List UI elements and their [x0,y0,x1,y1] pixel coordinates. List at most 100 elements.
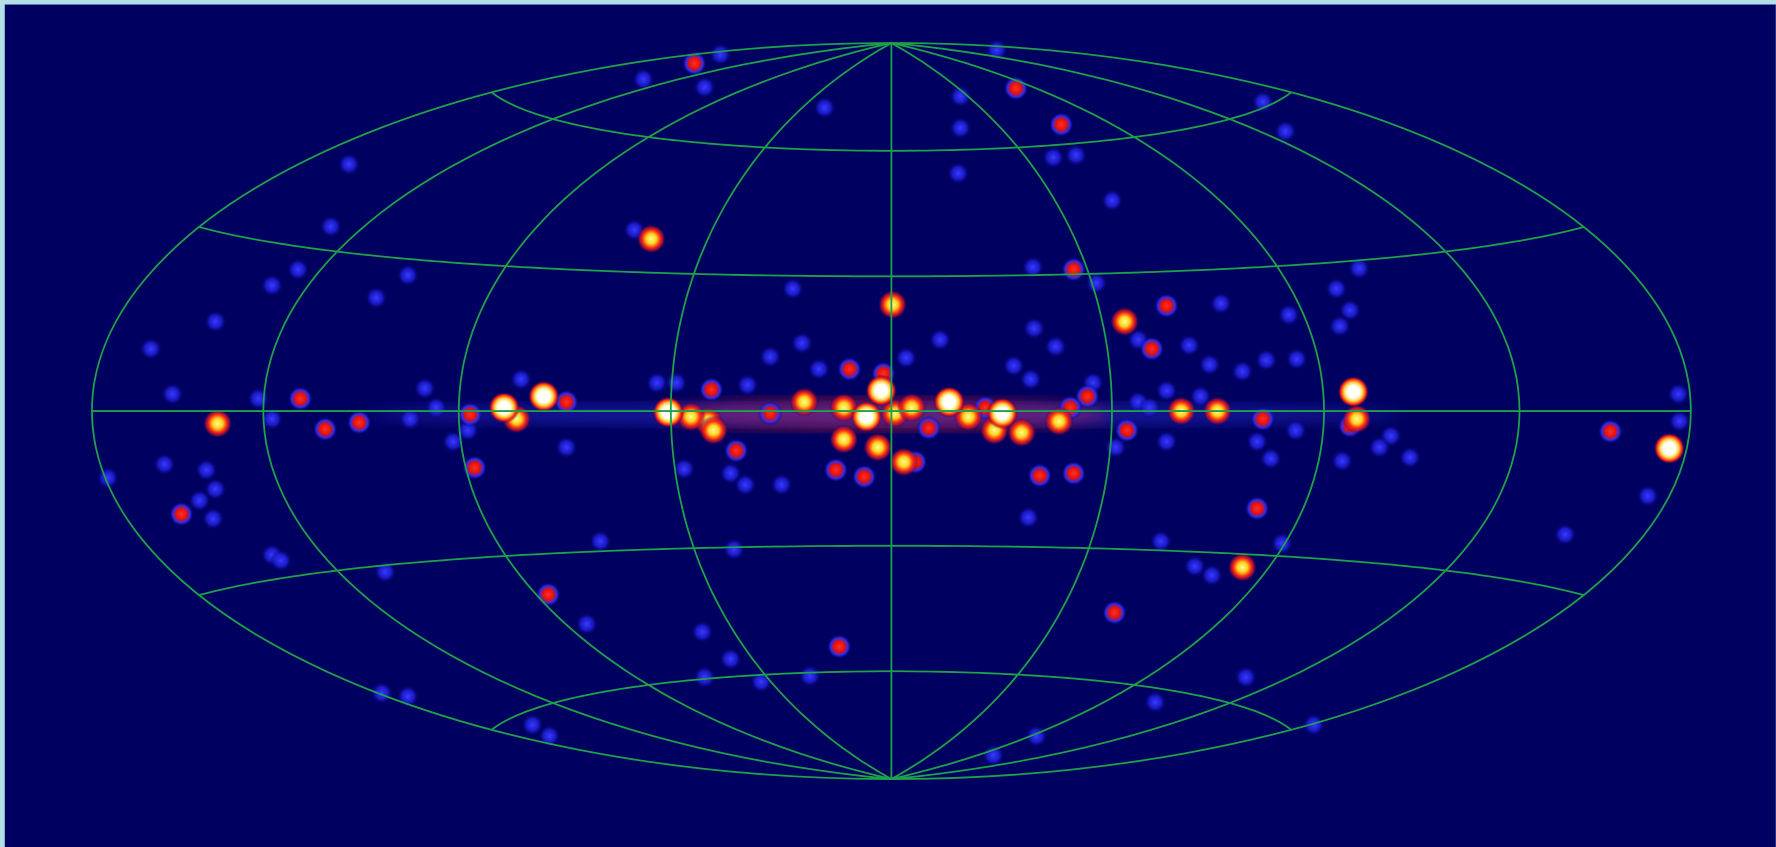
brightest-source [528,380,560,412]
faint-source [510,368,533,391]
faint-source [575,613,598,636]
bright-source [889,447,918,476]
faint-source [195,459,218,482]
source [1102,600,1127,625]
faint-source [365,286,388,309]
faint-source [1554,523,1577,546]
bright-source [789,387,818,416]
faint-source [929,328,952,351]
faint-source [723,538,746,561]
faint-source [1144,691,1167,714]
bright-source [878,290,907,319]
bright-source [897,393,926,422]
faint-source [782,277,805,300]
faint-source [1667,383,1690,406]
sky-map [0,0,1776,847]
brightest-source [652,396,684,428]
faint-source [1042,146,1065,169]
faint-source [414,377,437,400]
bright-source [1110,307,1139,336]
source [1114,418,1139,443]
faint-source [1285,348,1308,371]
faint-source [691,621,714,644]
source [1245,496,1270,521]
faint-source [791,332,814,355]
faint-source [1210,292,1233,315]
faint-source [799,665,822,688]
faint-source [949,117,972,140]
faint-source [261,274,284,297]
faint-source [202,507,225,530]
faint-source [1198,353,1221,376]
faint-source [287,258,310,281]
brightest-source [987,397,1019,429]
faint-source [1231,360,1254,383]
faint-source [1044,335,1067,358]
bright-source [203,409,232,438]
brightest-source [488,392,520,424]
source [1598,419,1623,444]
page-body: (() => { const svg = document.getElement… [0,0,1776,847]
source [758,401,783,426]
faint-source [1155,430,1178,453]
faint-source [813,96,836,119]
source [823,457,848,482]
source [169,502,194,527]
faint-source [736,374,759,397]
faint-source [161,383,184,406]
faint-source [1284,419,1307,442]
source [288,386,313,411]
page: {} html, body { margin: 0; padding: 0; w… [0,0,1776,847]
faint-source [1178,334,1201,357]
source [1027,463,1052,488]
faint-source [665,371,688,394]
source [699,377,724,402]
source [852,464,877,489]
faint-source [425,396,448,419]
faint-source [1017,506,1040,529]
faint-source [270,549,293,572]
faint-source [1339,299,1362,322]
faint-source [1325,277,1348,300]
source [827,634,852,659]
faint-source [770,473,793,496]
source [1061,257,1086,282]
source [724,438,749,463]
faint-source [709,43,732,66]
source [1154,293,1179,318]
source [1049,112,1074,137]
faint-source [1101,189,1124,212]
faint-source [719,462,742,485]
bright-source [637,224,666,253]
bright-source [829,425,858,454]
source [837,357,862,382]
faint-source [521,713,544,736]
faint-source [397,264,420,287]
faint-source [140,337,163,360]
faint-source [1019,368,1042,391]
faint-source [555,436,578,459]
faint-source [1668,410,1691,433]
bright-source [1342,404,1371,433]
faint-source [320,215,343,238]
faint-source [719,648,742,671]
faint-source [759,345,782,368]
faint-source [693,666,716,689]
faint-source [1255,349,1278,372]
faint-source [947,162,970,185]
faint-source [1331,450,1354,473]
source [458,402,483,427]
faint-source [1251,91,1274,114]
source [1061,461,1086,486]
faint-source [1302,713,1325,736]
brightest-source [1338,376,1370,408]
source [347,410,372,435]
faint-source [338,153,361,176]
faint-source [1201,564,1224,587]
faint-source [1235,666,1258,689]
faint-source [808,358,831,381]
faint-source [204,310,227,333]
faint-source [1259,447,1282,470]
brightest-source [851,401,883,433]
faint-source [1368,436,1391,459]
